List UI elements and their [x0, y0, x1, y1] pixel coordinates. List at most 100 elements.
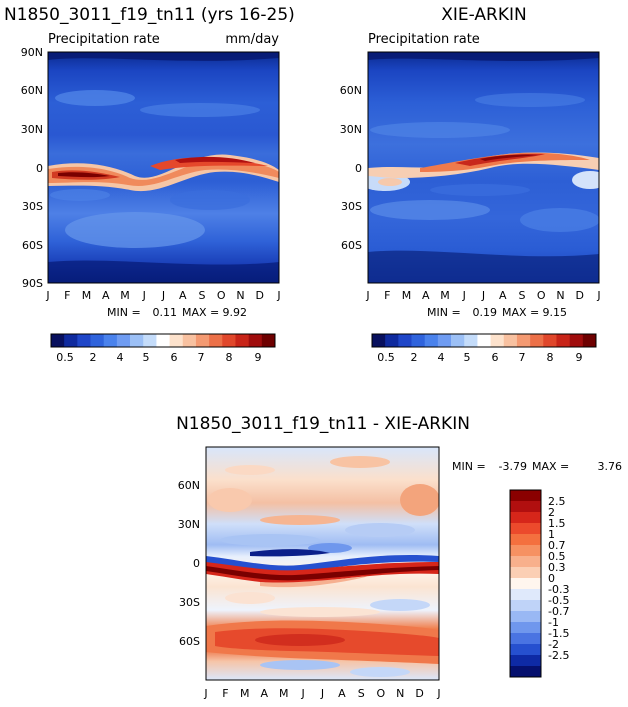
panel1-colorbar-label: 6: [171, 351, 178, 364]
colorbar-cell: [64, 334, 78, 347]
panel3-max-value: 3.76: [598, 460, 623, 473]
panel1-xtick: J: [142, 289, 146, 302]
panel3-ytick: 60S: [179, 635, 200, 648]
colorbar-cell: [90, 334, 105, 347]
panel3-colorbar-label: 2.5: [548, 495, 566, 508]
panel1-xtick: F: [64, 289, 70, 302]
panel2-colorbar: [372, 334, 597, 347]
panel2-xtick: N: [556, 289, 564, 302]
panel1-xtick: S: [199, 289, 206, 302]
panel2-ytick: 0: [355, 162, 362, 175]
panel2-ytick: 60N: [340, 84, 362, 97]
panel1-ytick: 0: [36, 162, 43, 175]
panel2-colorbar-label: 8: [547, 351, 554, 364]
colorbar-cell: [510, 501, 541, 513]
panel1-ytick: 30S: [22, 200, 43, 213]
colorbar-cell: [510, 545, 541, 557]
panel1-ytick: 90N: [21, 46, 43, 59]
colorbar-cell: [510, 622, 541, 634]
panel3-colorbar-labels: 2.5 2 1.5 1 0.7 0.5 0.3 0 -0.3 -0.5 -0.7…: [548, 495, 569, 662]
panel1-colorbar-label: 4: [117, 351, 124, 364]
panel3-xtick: J: [300, 687, 304, 700]
panel3-xtick: O: [376, 687, 385, 700]
panel2-min-value: 0.19: [473, 306, 498, 319]
panel1-xtick: D: [256, 289, 264, 302]
panel1-colorbar-label: 8: [226, 351, 233, 364]
panel3-max-label: MAX =: [532, 460, 569, 473]
colorbar-cell: [510, 600, 541, 612]
colorbar-cell: [182, 334, 197, 347]
panel2-xtick: J: [462, 289, 466, 302]
panel3-ytick: 60N: [178, 479, 200, 492]
colorbar-cell: [490, 334, 505, 347]
panel1-colorbar-label: 9: [255, 351, 262, 364]
panel3-colorbar: [510, 490, 541, 678]
colorbar-cell: [510, 490, 541, 502]
panel1-xtick: J: [276, 289, 280, 302]
colorbar-cell: [437, 334, 452, 347]
colorbar-cell: [51, 334, 65, 347]
panel3-xtick: N: [396, 687, 404, 700]
colorbar-cell: [372, 334, 386, 347]
panel3-colorbar-label: -0.7: [548, 605, 569, 618]
panel2-xtick: M: [440, 289, 450, 302]
panel3-y-axis: 60N 30N 0 30S 60S: [178, 479, 200, 648]
panel2-xtick: M: [402, 289, 412, 302]
colorbar-cell: [411, 334, 426, 347]
panel1-xtick: A: [179, 289, 187, 302]
panel2-field: [368, 52, 599, 283]
colorbar-cell: [510, 644, 541, 656]
panel1-xtick: J: [45, 289, 49, 302]
colorbar-cell: [424, 334, 439, 347]
panel1-max-label: MAX =: [182, 306, 219, 319]
panel1-y-axis: 90N 60N 30N 0 30S 60S 90S: [21, 46, 43, 290]
panel3-min-value: -3.79: [499, 460, 527, 473]
panel1-colorbar-frame: [50, 333, 276, 348]
panel2-colorbar-label: 4: [438, 351, 445, 364]
panel3-xtick: M: [240, 687, 250, 700]
panel3-colorbar-label: 0.7: [548, 539, 566, 552]
panel3-colorbar-label: 1.5: [548, 517, 566, 530]
colorbar-cell: [530, 334, 544, 347]
panel3-xtick: D: [415, 687, 423, 700]
panel2-colorbar-label: 6: [492, 351, 499, 364]
panel2-colorbar-label: 9: [576, 351, 583, 364]
panel1-xtick: M: [82, 289, 92, 302]
panel3-colorbar-label: 0.5: [548, 550, 566, 563]
panel1-xtick: M: [120, 289, 130, 302]
panel1-ytick: 30N: [21, 123, 43, 136]
panel3-colorbar-label: -2: [548, 638, 559, 651]
panel2-min-label: MIN =: [427, 306, 461, 319]
colorbar-cell: [510, 512, 541, 524]
colorbar-cell: [235, 334, 249, 347]
panel3-xtick: J: [320, 687, 324, 700]
panel2-xtick: A: [422, 289, 430, 302]
colorbar-cell: [510, 666, 541, 678]
panel1-colorbar-label: 2: [90, 351, 97, 364]
panel1-field: [48, 52, 279, 283]
colorbar-cell: [464, 334, 478, 347]
panel1-xtick: A: [102, 289, 110, 302]
panel3-ytick: 0: [193, 557, 200, 570]
panel2-colorbar-label: 2: [411, 351, 418, 364]
panel2-ytick: 60S: [341, 239, 362, 252]
panel1-stats: MIN = 0.11 MAX = 9.92: [107, 306, 247, 319]
panel1-min-value: 0.11: [153, 306, 178, 319]
panel2-xtick: O: [537, 289, 546, 302]
colorbar-cell: [116, 334, 131, 347]
panel2-colorbar-frame: [371, 333, 597, 348]
colorbar-cell: [510, 523, 541, 535]
colorbar-cell: [510, 655, 541, 667]
panel3-xtick: J: [436, 687, 440, 700]
panel3-ytick: 30N: [178, 518, 200, 531]
panel1-title: N1850_3011_f19_tn11 (yrs 16-25): [4, 5, 295, 25]
colorbar-cell: [569, 334, 584, 347]
panel3-colorbar-label: 1: [548, 528, 555, 541]
colorbar-cell: [209, 334, 223, 347]
panel1-max-value: 9.92: [223, 306, 248, 319]
panel2-xtick: S: [519, 289, 526, 302]
panel2-max-value: 9.15: [543, 306, 568, 319]
panel3-colorbar-label: 0.3: [548, 561, 566, 574]
panel1-xtick: J: [161, 289, 165, 302]
